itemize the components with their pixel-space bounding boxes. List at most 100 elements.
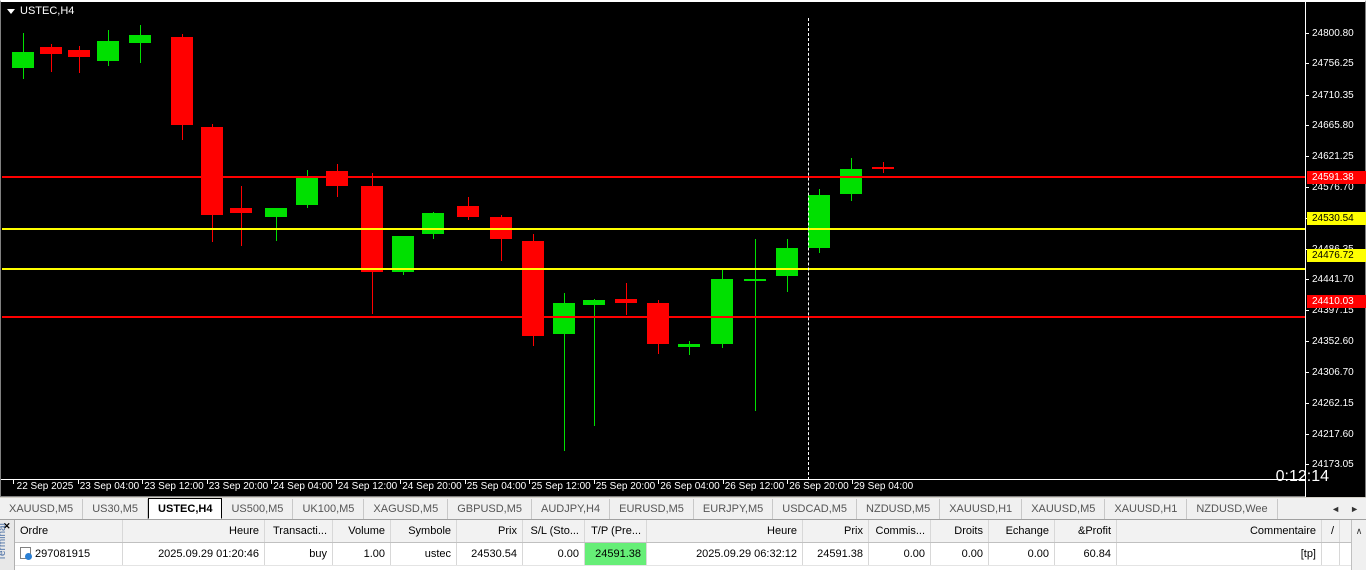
cell-time_close: 2025.09.29 06:32:12 [647,543,803,565]
close-icon[interactable]: ✕ [3,521,11,531]
chevron-down-icon[interactable] [7,8,15,14]
price-marker-label: 24591.38 [1307,170,1366,184]
candle-body [808,194,830,249]
scroll-left-icon[interactable]: ◄ [1331,504,1341,514]
scroll-up-button[interactable]: ∧ [1351,520,1366,570]
table-header-row[interactable]: Ordre Heure Transacti... Volume Symbole Prix S… [15,520,1351,543]
chart-tab-xauusd-m5[interactable]: XAUUSD,M5 [0,499,84,519]
time-tick-label: 22 Sep 2025 [16,481,74,492]
cell-profit: 60.84 [1055,543,1117,565]
column-header-order[interactable]: Ordre [15,520,123,542]
time-tick-label: 25 Sep 04:00 [466,481,527,492]
chart-tab-audjpy-h4[interactable]: AUDJPY,H4 [532,499,611,519]
table-row[interactable]: 297081915 2025.09.29 01:20:46 buy 1.00 ustec… [15,543,1351,566]
column-header-time_open[interactable]: Heure [123,520,265,542]
candle-body [615,299,637,303]
cell-tp[interactable]: 24591.38 [585,543,647,565]
candle-wick [51,44,52,72]
candle-wick [79,45,80,73]
chart-tab-uk100-m5[interactable]: UK100,M5 [293,499,365,519]
terminal-panel: ✕ Terminal Ordre Heure Transacti... Volume S… [0,520,1366,570]
cell-value-order: 297081915 [35,548,91,560]
column-header-tp[interactable]: T/P (Pre... [585,520,647,542]
scroll-right-icon[interactable]: ► [1350,504,1359,514]
time-tick-label: 25 Sep 20:00 [595,481,656,492]
price-tick-label: 24800.80 [1306,27,1366,40]
price-tick-label: 24665.80 [1306,119,1366,132]
chart-tab-xauusd-h1[interactable]: XAUUSD,H1 [1105,499,1188,519]
price-tick-label: 24173.05 [1306,458,1366,471]
chart-title-label: USTEC,H4 [20,5,75,17]
cell-price_close: 24591.38 [803,543,869,565]
price-marker-label: 24476.72 [1307,249,1366,263]
cell-sort [1322,543,1340,565]
column-header-price_open[interactable]: Prix [457,520,523,542]
chart-tab-xauusd-h1[interactable]: XAUUSD,H1 [940,499,1023,519]
price-level-line[interactable] [2,228,1307,230]
candle-wick [626,282,627,315]
column-header-swap[interactable]: Echange [989,520,1055,542]
time-gridline [271,480,272,484]
price-scale[interactable]: 24800.80 24756.25 24710.35 24665.80 24621.25… [1305,2,1366,497]
time-tick-label: 26 Sep 20:00 [789,481,849,492]
candle-body [326,170,348,187]
cell-order: 297081915 [15,543,123,565]
candle-body [457,206,479,217]
chart-tab-us500-m5[interactable]: US500,M5 [222,499,294,519]
column-header-profit[interactable]: &Profit [1055,520,1117,542]
tab-scroll-controls[interactable]: ◄ ► [1324,499,1366,519]
price-tick-label: 24621.25 [1306,150,1366,163]
candle-body [678,343,700,347]
column-header-volume[interactable]: Volume [333,520,391,542]
candle-body [744,278,766,281]
price-tick-label: 24217.60 [1306,428,1366,441]
chart-tab-gbpusd-m5[interactable]: GBPUSD,M5 [448,499,533,519]
table-body[interactable]: 297081915 2025.09.29 01:20:46 buy 1.00 ustec… [15,543,1351,566]
chart-tab-xauusd-m5[interactable]: XAUUSD,M5 [1022,499,1106,519]
column-header-price_close[interactable]: Prix [803,520,869,542]
price-level-line[interactable] [2,176,1307,178]
candle-body [171,36,193,126]
cell-volume: 1.00 [333,543,391,565]
chart-tab-xagusd-m5[interactable]: XAGUSD,M5 [364,499,449,519]
column-header-time_close[interactable]: Heure [647,520,803,542]
price-level-line[interactable] [2,268,1307,270]
column-header-commission[interactable]: Commis... [869,520,931,542]
column-header-type[interactable]: Transacti... [265,520,333,542]
candle-wick [594,299,595,427]
cell-time_open: 2025.09.29 01:20:46 [123,543,265,565]
candle-body [230,208,252,214]
column-header-taxes[interactable]: Droits [931,520,989,542]
time-tick-label: 24 Sep 04:00 [273,481,333,492]
cell-swap: 0.00 [989,543,1055,565]
chart-area[interactable]: USTEC,H4 0:12:14 24800.80 24756.25 24710.3… [0,0,1366,497]
time-gridline [77,480,79,484]
time-gridline [464,480,466,484]
time-tick-label: 29 Sep 04:00 [853,481,914,492]
chart-tab-nzdusd-m5[interactable]: NZDUSD,M5 [857,499,941,519]
time-gridline [335,480,337,484]
chart-tab-usdcad-m5[interactable]: USDCAD,M5 [773,499,858,519]
column-header-sl[interactable]: S/L (Sto... [523,520,585,542]
price-marker-label: 24530.54 [1307,212,1366,226]
time-gridline [400,480,401,484]
price-level-line[interactable] [2,316,1307,318]
trade-history-grid[interactable]: Ordre Heure Transacti... Volume Symbole Prix S… [15,520,1351,570]
chart-tab-eurjpy-m5[interactable]: EURJPY,M5 [694,499,774,519]
chart-tab-us30-m5[interactable]: US30,M5 [83,499,149,519]
time-gridline [722,480,724,484]
time-tick-label: 23 Sep 20:00 [208,481,269,492]
cell-taxes: 0.00 [931,543,989,565]
time-scale[interactable]: 22 Sep 2025 23 Sep 04:00 23 Sep 12:00 23 Se… [1,479,1307,496]
column-header-symbol[interactable]: Symbole [391,520,457,542]
candlestick-plot[interactable] [2,18,1307,480]
chart-tabs-bar[interactable]: XAUUSD,M5 US30,M5 USTEC,H4 US500,M5 UK100,M5… [0,498,1366,520]
chart-tab-nzdusd-wee[interactable]: NZDUSD,Wee [1187,499,1278,519]
price-tick-label: 24756.25 [1306,57,1366,70]
column-header-comment[interactable]: Commentaire [1117,520,1322,542]
candle-body [583,299,605,305]
chart-tab-ustec-h4[interactable]: USTEC,H4 [148,498,223,519]
time-tick-label: 23 Sep 04:00 [79,481,140,492]
column-header-sort[interactable]: / [1322,520,1340,542]
chart-tab-eurusd-m5[interactable]: EURUSD,M5 [610,499,694,519]
